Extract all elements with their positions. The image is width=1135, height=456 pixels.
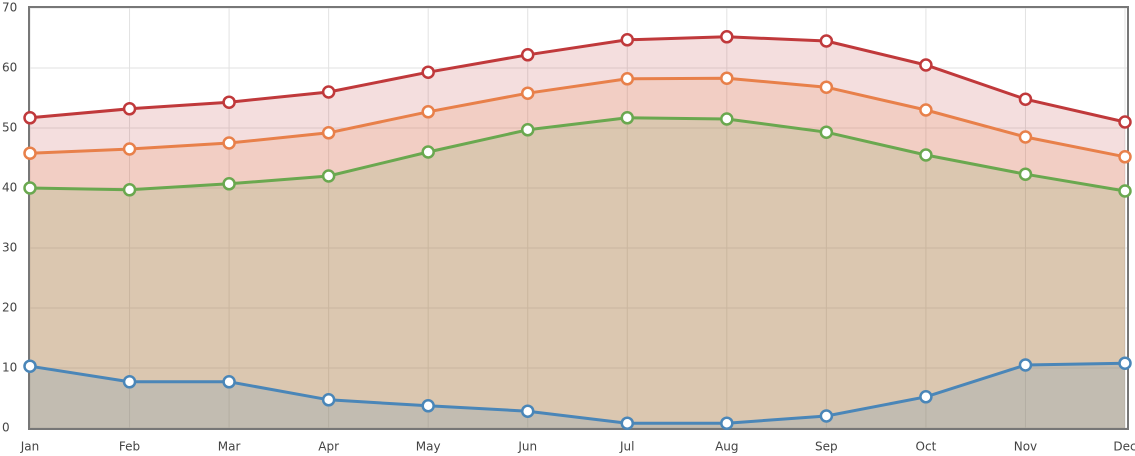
point: [421, 105, 435, 119]
y-tick-label: 70: [2, 1, 17, 15]
x-tick-label: Jun: [517, 440, 537, 454]
plot-border: [28, 6, 1129, 430]
x-tick-label: Feb: [119, 440, 140, 454]
point: [1118, 184, 1132, 198]
x-tick-label: Apr: [318, 440, 339, 454]
point: [23, 146, 37, 160]
point: [620, 72, 635, 86]
point: [819, 34, 834, 48]
point: [620, 33, 635, 47]
x-tick-label: Dec: [1113, 440, 1135, 454]
x-tick-label: Mar: [218, 440, 241, 454]
point: [421, 65, 435, 79]
x-tick-label: Oct: [916, 440, 937, 454]
point: [321, 85, 336, 99]
point: [321, 126, 336, 140]
point: [520, 86, 535, 100]
y-tick-label: 0: [2, 421, 10, 435]
point: [222, 95, 236, 109]
point: [1018, 167, 1033, 181]
x-tick-label: Aug: [715, 440, 738, 454]
point: [720, 112, 734, 126]
point: [1118, 150, 1132, 164]
point: [1118, 356, 1132, 370]
point: [321, 393, 336, 407]
point: [520, 48, 535, 62]
x-tick-label: Jan: [20, 440, 40, 454]
point: [321, 169, 336, 183]
line: [29, 76, 1126, 159]
point: [720, 71, 734, 85]
point: [919, 103, 933, 117]
point: [620, 416, 635, 430]
point: [122, 183, 137, 197]
point: [23, 111, 37, 125]
y-tick-label: 10: [2, 361, 17, 375]
point: [720, 30, 734, 44]
point: [23, 181, 37, 195]
point: [222, 177, 236, 191]
point: [520, 123, 535, 137]
point: [222, 136, 236, 150]
x-tick-label: Nov: [1014, 440, 1037, 454]
point: [1118, 115, 1132, 129]
point: [421, 145, 435, 159]
x-tick-label: Jul: [619, 440, 634, 454]
point: [520, 404, 535, 418]
point: [819, 125, 834, 139]
y-tick-label: 30: [2, 241, 17, 255]
point: [23, 359, 37, 373]
area: [30, 78, 1125, 428]
point: [720, 416, 734, 430]
y-tick-label: 40: [2, 181, 17, 195]
y-tick-label: 60: [2, 61, 17, 75]
line: [29, 35, 1126, 124]
x-tick-label: Sep: [815, 440, 838, 454]
point: [919, 148, 933, 162]
point: [819, 80, 834, 94]
line: [29, 116, 1126, 193]
point: [1018, 358, 1033, 372]
point: [1018, 92, 1033, 106]
y-tick-label: 20: [2, 301, 17, 315]
point: [919, 58, 933, 72]
area: [30, 117, 1125, 429]
line: [29, 361, 1126, 425]
point: [122, 142, 137, 156]
x-tick-label: May: [416, 440, 441, 454]
point: [1018, 130, 1033, 144]
point: [919, 390, 933, 404]
point: [421, 399, 435, 413]
point: [122, 102, 137, 116]
point: [819, 409, 834, 423]
y-tick-label: 50: [2, 121, 17, 135]
point: [222, 375, 236, 389]
point: [620, 111, 635, 125]
point: [122, 375, 137, 389]
